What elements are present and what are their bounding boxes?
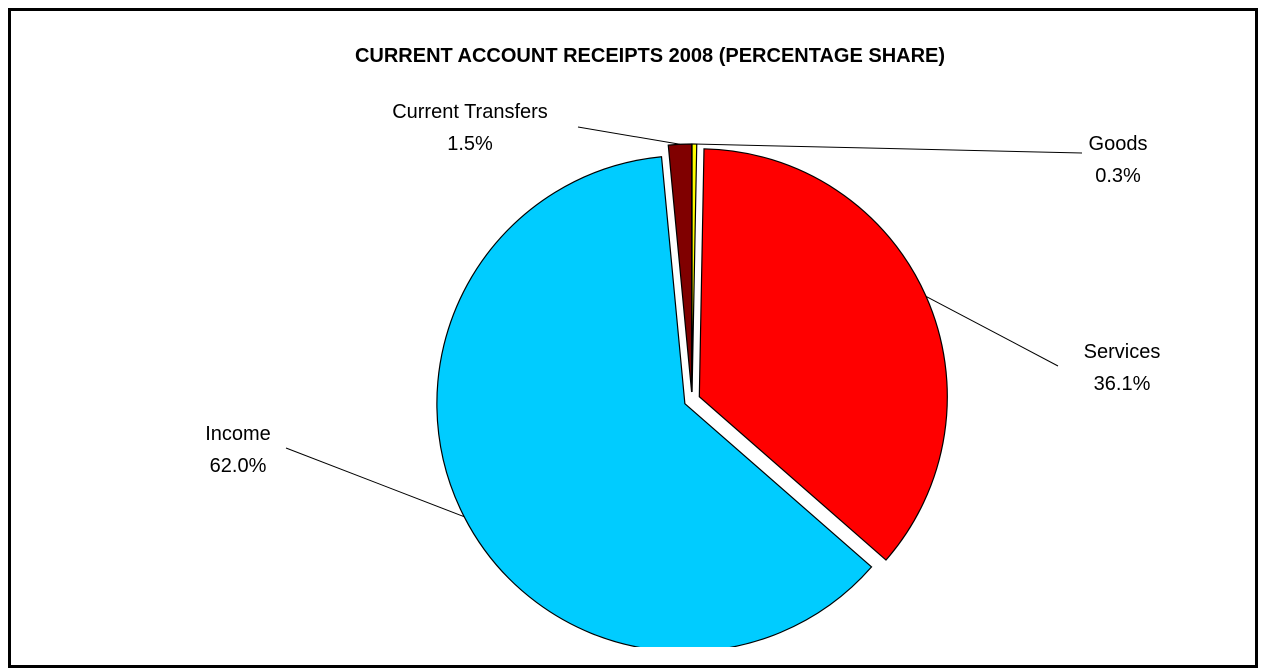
pie-slices — [436, 143, 948, 647]
pie-chart: CURRENT ACCOUNT RECEIPTS 2008 (PERCENTAG… — [205, 45, 1160, 647]
leader-line-income — [285, 447, 465, 518]
slice-label-name-income: Income — [205, 423, 271, 445]
leader-lines — [285, 126, 1083, 518]
slice-label-value-current-transfers: 1.5% — [447, 133, 493, 155]
slice-labels: Goods 0.3% Services 36.1% Income 62.0% Current… — [205, 101, 1160, 477]
leader-line-goods — [694, 143, 1083, 154]
pie-slice-goods — [691, 143, 698, 393]
slice-label-name-current-transfers: Current Transfers — [392, 101, 548, 123]
chart-title: CURRENT ACCOUNT RECEIPTS 2008 (PERCENTAG… — [355, 45, 945, 67]
slice-label-name-goods: Goods — [1089, 133, 1148, 155]
pie-slice-services — [698, 148, 948, 561]
pie-slice-current-transfers — [667, 143, 693, 393]
slice-label-value-goods: 0.3% — [1095, 165, 1141, 187]
slice-label-name-services: Services — [1084, 341, 1161, 363]
slice-label-value-income: 62.0% — [210, 455, 267, 477]
leader-line-services — [925, 295, 1059, 367]
leader-line-current-transfers — [577, 126, 681, 145]
slice-label-value-services: 36.1% — [1094, 373, 1151, 395]
